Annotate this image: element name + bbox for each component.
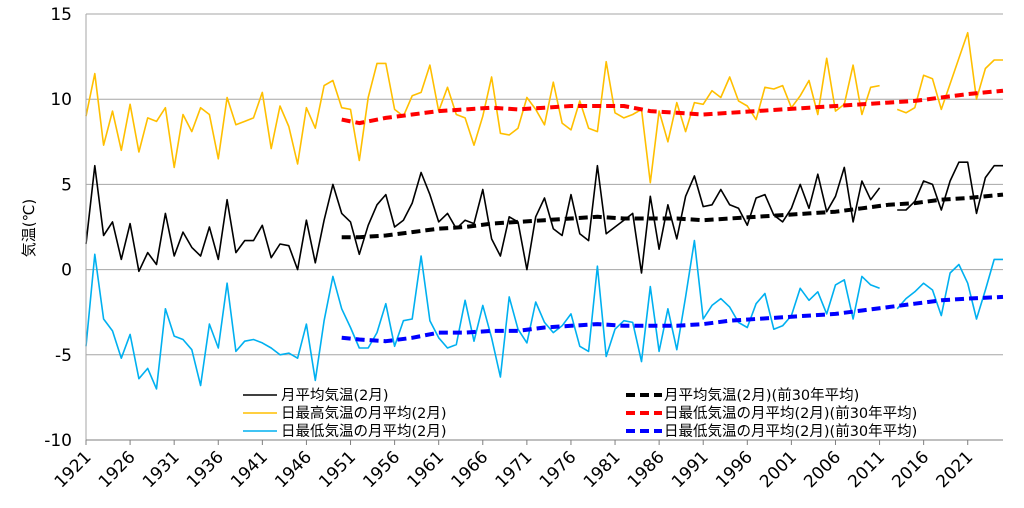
legend-label: 日最高気温の月平均(2月) bbox=[281, 405, 447, 422]
x-tick-label: 1976 bbox=[536, 447, 581, 492]
series-path bbox=[85, 239, 1003, 390]
x-tick-label: 1981 bbox=[580, 447, 625, 492]
legend-entry: 日最高気温の月平均(2月) bbox=[243, 405, 447, 422]
y-tick-label: 10 bbox=[50, 90, 72, 110]
series-line bbox=[85, 161, 1003, 274]
legend-entry: 日最低気温の月平均(2月)(前30年平均) bbox=[626, 405, 917, 422]
series-line bbox=[341, 294, 1004, 344]
x-tick-label: 1941 bbox=[227, 447, 272, 492]
x-tick-label: 1966 bbox=[448, 447, 493, 492]
x-tick-label: 1991 bbox=[668, 447, 713, 492]
y-tick-label: 5 bbox=[61, 175, 72, 195]
x-tick-label: 2006 bbox=[800, 447, 845, 492]
y-tick-label: 0 bbox=[61, 261, 72, 281]
y-tick-label: -5 bbox=[55, 346, 72, 366]
x-tick-label: 1936 bbox=[183, 447, 228, 492]
legend-entry: 日最低気温の月平均(2月) bbox=[243, 423, 447, 440]
x-tick-label: 1971 bbox=[492, 447, 537, 492]
y-tick-label: -10 bbox=[44, 431, 72, 451]
legend-entry: 日最低気温の月平均(2月)(前30年平均) bbox=[626, 423, 917, 440]
x-tick-label: 1921 bbox=[51, 447, 96, 492]
axes bbox=[85, 14, 1003, 445]
x-tick-label: 2016 bbox=[888, 447, 933, 492]
legend-label: 日最低気温の月平均(2月)(前30年平均) bbox=[664, 405, 917, 422]
legend-entry: 月平均気温(2月)(前30年平均) bbox=[626, 387, 859, 404]
series-group bbox=[85, 31, 1004, 390]
x-tick-label: 1951 bbox=[315, 447, 360, 492]
legend-label: 月平均気温(2月) bbox=[281, 387, 389, 404]
x-tick-label: 1996 bbox=[712, 447, 757, 492]
legend-label: 月平均気温(2月)(前30年平均) bbox=[664, 387, 859, 404]
series-path bbox=[341, 294, 1004, 344]
series-line bbox=[341, 88, 1004, 126]
legend-label: 日最低気温の月平均(2月)(前30年平均) bbox=[664, 423, 917, 440]
x-tick-label: 2011 bbox=[844, 447, 889, 492]
series-line bbox=[85, 31, 1003, 184]
series-path bbox=[85, 31, 1003, 184]
series-path bbox=[85, 161, 1003, 274]
x-tick-label: 1946 bbox=[271, 447, 316, 492]
series-path bbox=[341, 88, 1004, 126]
x-tick-label: 2001 bbox=[756, 447, 801, 492]
y-tick-label: 15 bbox=[50, 5, 72, 25]
legend: 月平均気温(2月)日最高気温の月平均(2月)日最低気温の月平均(2月) 月平均気温… bbox=[243, 387, 917, 440]
series-line bbox=[85, 239, 1003, 390]
y-axis-label: 気温(℃) bbox=[20, 199, 38, 258]
series-path bbox=[341, 192, 1004, 240]
x-tick-label: 1986 bbox=[624, 447, 669, 492]
x-tick-label: 1926 bbox=[95, 447, 140, 492]
series-line bbox=[341, 192, 1004, 240]
x-tick-label: 1961 bbox=[403, 447, 448, 492]
x-tick-label: 2021 bbox=[933, 447, 978, 492]
legend-label: 日最低気温の月平均(2月) bbox=[281, 423, 447, 440]
legend-entry: 月平均気温(2月) bbox=[243, 387, 389, 404]
x-tick-label: 1931 bbox=[139, 447, 184, 492]
x-tick-label: 1956 bbox=[359, 447, 404, 492]
